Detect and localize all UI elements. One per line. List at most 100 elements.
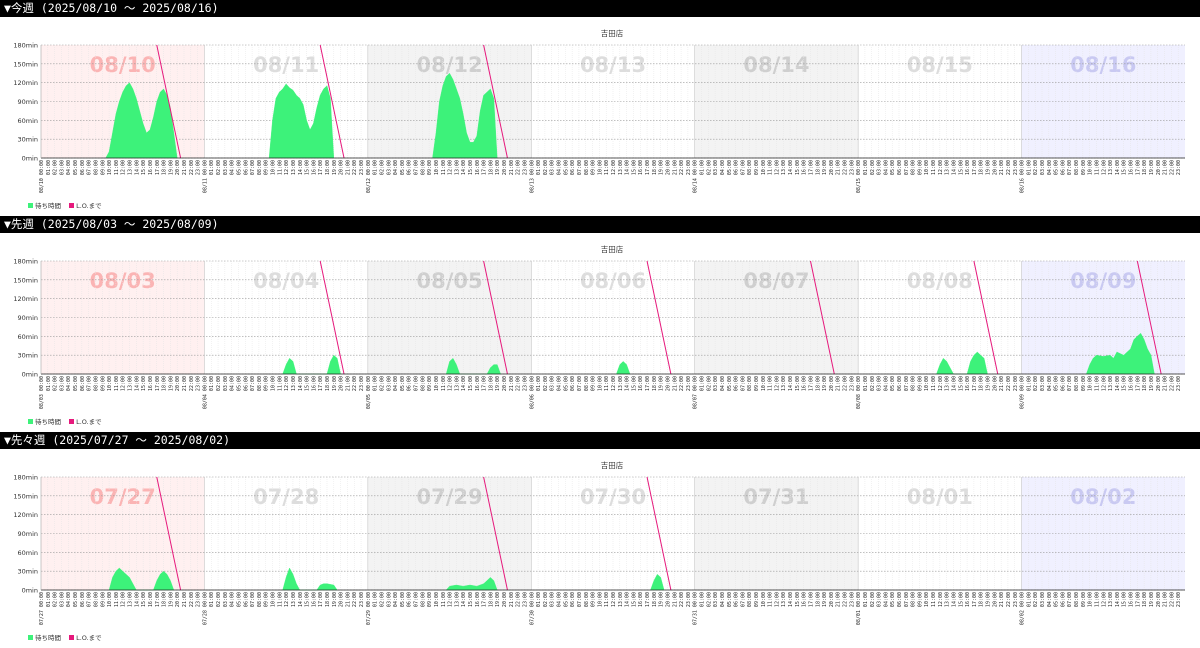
hour-tick-label: 19:00	[495, 376, 501, 391]
hour-tick-label: 07:00	[414, 160, 420, 175]
hour-tick-label: 15:00	[468, 376, 474, 391]
hour-tick-label: 21:00	[999, 376, 1005, 391]
hour-tick-label: 10:00	[1088, 376, 1094, 391]
y-tick-label: 90min	[17, 98, 38, 106]
hour-tick-label: 02:00	[1033, 592, 1039, 607]
hour-tick-label: 07/30 00:00	[529, 592, 535, 625]
hour-tick-label: 03:00	[59, 160, 65, 175]
hour-tick-label: 12:00	[938, 160, 944, 175]
hour-tick-label: 02:00	[1033, 160, 1039, 175]
hour-tick-label: 12:00	[284, 160, 290, 175]
wait-area	[1086, 332, 1155, 375]
hour-tick-label: 08/03 00:00	[39, 376, 45, 409]
hour-tick-label: 06:00	[407, 376, 413, 391]
hour-tick-label: 19:00	[659, 592, 665, 607]
hour-tick-label: 02:00	[543, 160, 549, 175]
hour-tick-label: 15:00	[958, 592, 964, 607]
legend-lo-swatch	[69, 203, 75, 208]
hour-tick-label: 22:00	[516, 160, 522, 175]
hour-tick-label: 07:00	[250, 160, 256, 175]
hour-tick-label: 17:00	[482, 376, 488, 391]
hour-tick-label: 10:00	[271, 376, 277, 391]
hour-tick-label: 10:00	[271, 592, 277, 607]
hour-tick-label: 13:00	[1108, 160, 1114, 175]
hour-tick-label: 06:00	[407, 592, 413, 607]
hour-tick-label: 10:00	[597, 592, 603, 607]
y-tick-label: 180min	[13, 258, 38, 266]
lo-line	[483, 44, 508, 159]
hour-tick-label: 14:00	[461, 376, 467, 391]
hour-tick-label: 07:00	[1067, 376, 1073, 391]
lo-line	[1136, 260, 1162, 375]
hour-tick-label: 02:00	[379, 376, 385, 391]
hour-tick-label: 12:00	[938, 376, 944, 391]
hour-tick-label: 07:00	[1067, 592, 1073, 607]
hour-tick-label: 02:00	[706, 592, 712, 607]
hour-tick-label: 11:00	[1094, 592, 1100, 607]
hour-tick-label: 06:00	[80, 160, 86, 175]
hour-tick-label: 20:00	[1156, 160, 1162, 175]
hour-tick-label: 01:00	[1026, 376, 1032, 391]
lo-line	[319, 44, 345, 159]
lo-line	[646, 476, 672, 591]
y-tick-label: 150min	[13, 60, 38, 68]
hour-tick-label: 20:00	[175, 376, 181, 391]
hour-tick-label: 08/09 00:00	[1020, 376, 1026, 409]
hour-tick-label: 15:00	[631, 376, 637, 391]
hour-tick-label: 23:00	[359, 592, 365, 607]
hour-tick-label: 19:00	[659, 160, 665, 175]
hour-tick-label: 16:00	[965, 592, 971, 607]
hour-tick-label: 08/14 00:00	[693, 160, 699, 193]
lo-line	[483, 260, 508, 375]
hour-tick-label: 05:00	[727, 376, 733, 391]
legend-wait: 待ち時間	[28, 202, 61, 210]
hour-tick-label: 04:00	[720, 160, 726, 175]
hour-tick-label: 02:00	[216, 160, 222, 175]
hour-tick-label: 15:00	[141, 160, 147, 175]
hour-tick-label: 01:00	[209, 160, 215, 175]
hour-tick-label: 21:00	[1163, 592, 1169, 607]
hour-tick-label: 11:00	[277, 376, 283, 391]
hour-tick-label: 09:00	[264, 376, 270, 391]
hour-tick-label: 01:00	[373, 376, 379, 391]
hour-tick-label: 20:00	[339, 376, 345, 391]
hour-tick-label: 16:00	[475, 376, 481, 391]
hour-tick-label: 06:00	[734, 592, 740, 607]
hour-tick-label: 01:00	[536, 376, 542, 391]
hour-tick-label: 02:00	[870, 376, 876, 391]
hour-tick-label: 15:00	[1122, 592, 1128, 607]
hour-tick-label: 03:00	[1040, 376, 1046, 391]
hour-tick-label: 08:00	[257, 376, 263, 391]
hour-tick-label: 18:00	[162, 376, 168, 391]
hour-tick-label: 18:00	[815, 592, 821, 607]
hour-tick-label: 09:00	[264, 160, 270, 175]
hour-tick-label: 17:00	[972, 592, 978, 607]
hour-tick-label: 09:00	[754, 160, 760, 175]
hour-tick-label: 18:00	[325, 160, 331, 175]
hour-tick-label: 15:00	[795, 160, 801, 175]
week-header: ▼今週 (2025/08/10 〜 2025/08/16)	[0, 0, 1200, 17]
hour-tick-label: 08:00	[584, 592, 590, 607]
hour-tick-label: 04:00	[883, 160, 889, 175]
hour-tick-label: 22:00	[1006, 592, 1012, 607]
hour-tick-label: 13:00	[618, 376, 624, 391]
hour-tick-label: 18:00	[325, 592, 331, 607]
legend-wait-swatch	[28, 419, 33, 424]
hour-tick-label: 04:00	[1047, 376, 1053, 391]
hour-tick-label: 07:00	[904, 376, 910, 391]
hour-tick-label: 19:00	[659, 376, 665, 391]
hour-tick-label: 11:00	[931, 376, 937, 391]
hour-tick-label: 04:00	[230, 376, 236, 391]
hour-tick-label: 12:00	[611, 376, 617, 391]
hour-tick-label: 05:00	[563, 592, 569, 607]
hour-tick-label: 08:00	[911, 160, 917, 175]
hour-tick-label: 13:00	[781, 592, 787, 607]
hour-tick-label: 05:00	[400, 160, 406, 175]
hour-tick-label: 17:00	[972, 160, 978, 175]
hour-tick-label: 23:00	[1176, 376, 1182, 391]
hour-tick-label: 04:00	[720, 376, 726, 391]
hour-tick-label: 12:00	[1101, 376, 1107, 391]
hour-tick-label: 03:00	[386, 592, 392, 607]
hour-tick-label: 20:00	[665, 592, 671, 607]
hour-tick-label: 03:00	[877, 376, 883, 391]
